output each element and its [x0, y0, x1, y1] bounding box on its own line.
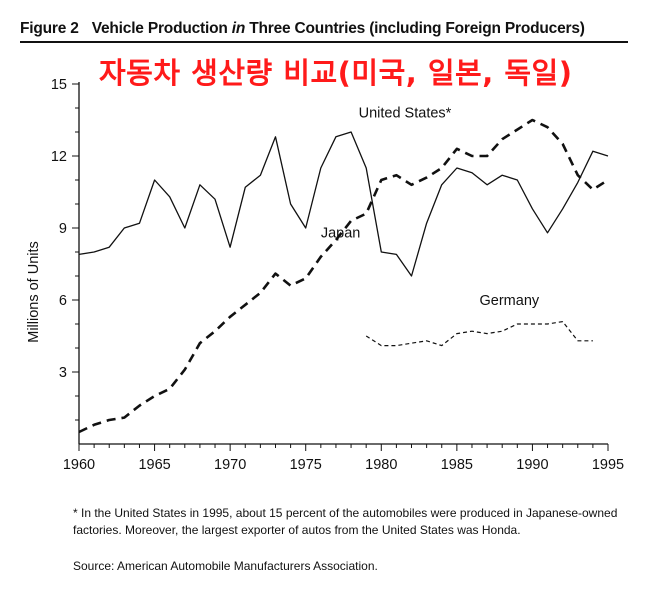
- figure-title-part2: Three Countries (including Foreign Produ…: [245, 20, 585, 37]
- figure-title: Figure 2 Vehicle Production in Three Coun…: [20, 20, 585, 38]
- series-line-united-states: [78, 131, 609, 277]
- figure-title-part1: Vehicle Production: [91, 20, 232, 37]
- y-tick-label: 9: [59, 221, 67, 237]
- korean-title: 자동차 생산량 비교(미국, 일본, 독일): [99, 56, 573, 90]
- x-tick-label: 1995: [592, 457, 624, 473]
- y-tick-label: 12: [51, 149, 67, 165]
- x-tick-label: 1960: [63, 457, 95, 473]
- line-chart: 1960 1965 1970 1975 1980 1985 1990 1995 3 6 9 12 15 M…: [26, 77, 624, 473]
- y-tick-label: 15: [51, 77, 67, 93]
- x-tick-label: 1975: [290, 457, 322, 473]
- series-label-japan: Japan: [321, 226, 361, 242]
- x-tick-label: 1990: [516, 457, 548, 473]
- x-tick-label: 1965: [138, 457, 170, 473]
- figure-title-italic: in: [231, 20, 246, 37]
- series-line-germany: [365, 321, 593, 347]
- y-tick-label: 3: [59, 365, 67, 381]
- y-tick-label: 6: [59, 293, 67, 309]
- series-line-japan: [78, 118, 609, 434]
- chart-labels: United States* Japan Germany: [321, 106, 540, 309]
- y-axis-label: Millions of Units: [26, 241, 42, 343]
- x-tick-label: 1970: [214, 457, 246, 473]
- source-note: Source: American Automobile Manufacturer…: [73, 559, 378, 573]
- series-label-germany: Germany: [480, 293, 540, 309]
- x-tick-label: 1980: [365, 457, 397, 473]
- chart-axes: 1960 1965 1970 1975 1980 1985 1990 1995 3 6 9 12 15 M…: [26, 77, 624, 473]
- title-rule: [20, 41, 628, 43]
- x-tick-label: 1985: [441, 457, 473, 473]
- series-label-united-states: United States*: [359, 106, 452, 122]
- footnote: * In the United States in 1995, about 15…: [73, 506, 618, 537]
- chart-series: [78, 118, 609, 434]
- figure-label: Figure 2: [20, 20, 79, 37]
